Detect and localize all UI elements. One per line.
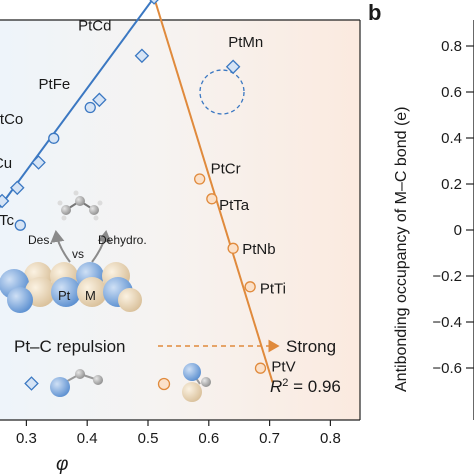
carbon-atom xyxy=(89,205,99,215)
diamond-point xyxy=(92,92,107,108)
point-label: PtMn xyxy=(228,34,263,51)
panel-b-tick-label: 0.2 xyxy=(441,176,462,193)
annotation-strong: Strong xyxy=(286,337,336,356)
legend xyxy=(24,363,211,402)
circle-point xyxy=(194,173,206,185)
legend-carbon-atom xyxy=(75,369,85,379)
panel-b-tick-label: −0.4 xyxy=(432,314,462,331)
diamond-point xyxy=(134,48,150,64)
annotation-repulsion: Pt–C repulsion xyxy=(14,337,126,356)
point-label: PtCr xyxy=(211,161,241,178)
x-tick-label: 0.6 xyxy=(198,430,219,447)
carbon-atom xyxy=(75,196,85,206)
r2-value: = 0.96 xyxy=(288,377,340,396)
point-label: Cu xyxy=(0,155,12,172)
x-tick-label: 0.3 xyxy=(16,430,37,447)
legend-metal-atom xyxy=(50,377,70,397)
hydrogen-atom xyxy=(97,200,103,206)
point-labels: PtZnPtCdPtMnPtFePtCoCuitTcPtCrPtTaPtNbPt… xyxy=(0,18,296,376)
panel-b-tick-label: 0.4 xyxy=(441,130,462,147)
dehydro-arrow xyxy=(91,230,112,263)
hydrogen-atom xyxy=(73,190,79,196)
hydrogen-atom xyxy=(57,200,63,206)
x-tick-label: 0.5 xyxy=(138,430,159,447)
diamond-point xyxy=(225,59,241,75)
surface-atom xyxy=(51,277,81,307)
carbon-atom xyxy=(61,205,71,215)
panel-b-tick-label: 0.8 xyxy=(441,38,462,55)
legend-carbon-atom xyxy=(93,375,103,385)
circle-point xyxy=(48,132,60,144)
surface-slab xyxy=(0,262,142,313)
panel-b-letter: b xyxy=(368,0,381,25)
panel-b-tick-label: −0.2 xyxy=(432,268,462,285)
x-axis-label: φ xyxy=(56,454,68,474)
panel-a: 0.30.40.50.60.70.8 PtZnPtCdPtMnPtFePtCoC… xyxy=(0,0,361,474)
panel-b: b 0.8 0.6 0.4 0.2 0 −0.2 −0.4 −0.6 Antibonding … xyxy=(368,0,474,420)
x-tick-label: 0.4 xyxy=(77,430,98,447)
legend-metal-atom xyxy=(182,382,202,402)
panel-b-tick-label: −0.6 xyxy=(432,360,462,377)
r2-symbol: R xyxy=(270,377,282,396)
point-label: PtFe xyxy=(39,76,71,93)
point-label: PtCd xyxy=(78,18,111,35)
molecule-inset xyxy=(57,190,103,221)
point-label: PtNb xyxy=(242,241,275,258)
r2-exponent: 2 xyxy=(282,377,288,389)
point-label: tTc xyxy=(0,212,14,229)
fit-line xyxy=(153,0,274,383)
legend-diamond-marker xyxy=(24,376,39,391)
plot-background xyxy=(0,20,360,420)
annotation-des: Des. xyxy=(28,233,53,247)
circle-point xyxy=(206,193,218,205)
circle-point xyxy=(244,281,256,293)
circle-point xyxy=(227,242,239,254)
diamond-point xyxy=(31,155,46,170)
diamond-point xyxy=(9,180,25,196)
diamond-point xyxy=(0,193,10,209)
panel-b-y-ticks: 0.8 0.6 0.4 0.2 0 −0.2 −0.4 −0.6 xyxy=(432,38,474,377)
point-label: PtV xyxy=(271,359,295,376)
x-tick-label: 0.7 xyxy=(259,430,280,447)
data-points xyxy=(0,0,267,374)
circle-point xyxy=(14,219,26,231)
diamond-point xyxy=(146,0,162,5)
x-tick-label: 0.8 xyxy=(320,430,341,447)
panel-b-tick-label: 0 xyxy=(454,222,462,239)
hydrogen-atom xyxy=(93,215,99,221)
r-squared-annotation: R2 = 0.96 xyxy=(270,377,341,396)
des-arrow xyxy=(50,230,71,263)
point-label: PtTa xyxy=(219,197,250,214)
legend-metal-atom xyxy=(183,363,201,381)
surface-atom xyxy=(7,287,33,313)
circle-point xyxy=(84,101,96,114)
legend-carbon-atom xyxy=(201,377,211,387)
legend-circle-marker xyxy=(157,377,171,391)
surface-atom xyxy=(118,288,142,312)
annotation-vs: vs xyxy=(72,247,84,261)
point-label: PtCo xyxy=(0,111,23,128)
circle-point xyxy=(254,362,267,374)
point-label: PtTi xyxy=(260,280,286,297)
surface-atom xyxy=(77,277,107,307)
ptmn-highlight-circle xyxy=(199,69,245,115)
panel-b-tick-label: 0.6 xyxy=(441,84,462,101)
fit-line xyxy=(0,0,154,209)
fit-lines xyxy=(0,0,274,383)
annotation-pt: Pt xyxy=(58,288,71,303)
annotation-m: M xyxy=(85,288,96,303)
hydrogen-atom xyxy=(61,215,67,221)
panel-b-y-axis-label: Antibonding occupancy of M–C bond (e) xyxy=(393,106,410,392)
annotation-dehydro: Dehydro. xyxy=(98,233,147,247)
x-axis-ticks: 0.3 0.4 0.5 0.6 0.7 0.8 xyxy=(16,420,341,447)
